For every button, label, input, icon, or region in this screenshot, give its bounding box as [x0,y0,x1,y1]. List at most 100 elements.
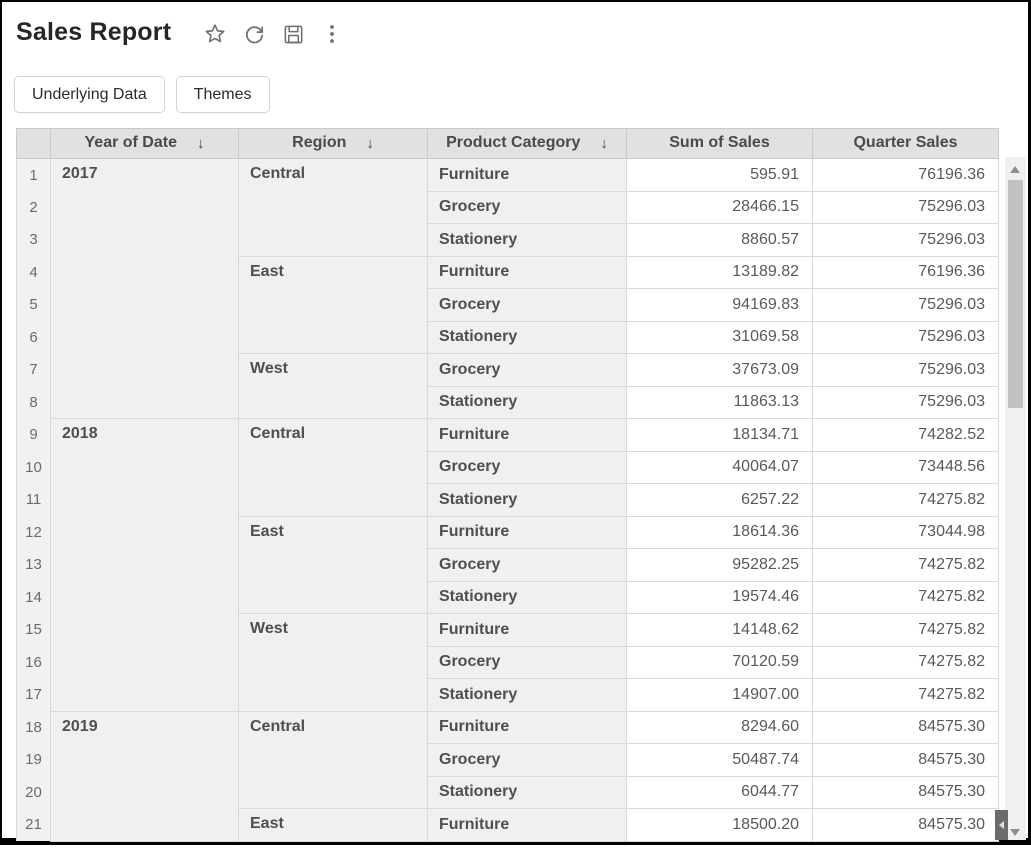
sum-of-sales-cell: 19574.46 [627,581,813,614]
sum-of-sales-cell: 8860.57 [627,224,813,257]
product-category-cell: Furniture [428,711,627,744]
sum-of-sales-cell: 13189.82 [627,256,813,289]
quarter-sales-cell: 75296.03 [813,289,999,322]
row-number-cell: 6 [17,321,51,354]
sum-of-sales-cell: 94169.83 [627,289,813,322]
table-header: Year of Date ↓ Region ↓ Product Category ↓ Sum… [17,129,999,159]
horizontal-scroll-left-button[interactable] [995,810,1008,840]
product-category-cell: Grocery [428,289,627,322]
sum-of-sales-cell: 50487.74 [627,744,813,777]
quarter-sales-cell: 74282.52 [813,419,999,452]
region-cell: Central [239,419,428,517]
quarter-sales-cell: 75296.03 [813,191,999,224]
sum-of-sales-cell: 18500.20 [627,809,813,842]
quarter-sales-cell: 75296.03 [813,386,999,419]
region-cell: East [239,256,428,354]
quarter-sales-cell: 75296.03 [813,354,999,387]
row-number-cell: 11 [17,484,51,517]
column-header-quarter-sales[interactable]: Quarter Sales [813,129,999,159]
quarter-sales-cell: 75296.03 [813,224,999,257]
quarter-sales-cell: 75296.03 [813,321,999,354]
row-number-cell: 1 [17,159,51,192]
product-category-cell: Stationery [428,484,627,517]
table-row: 12017CentralFurniture595.9176196.36 [17,159,999,192]
column-header-label: Product Category [446,134,580,151]
row-number-cell: 13 [17,549,51,582]
title-bar: Sales Report [16,18,344,47]
row-number-cell: 19 [17,744,51,777]
vertical-scrollbar-thumb[interactable] [1008,180,1023,408]
region-cell: Central [239,711,428,809]
data-table: Year of Date ↓ Region ↓ Product Category ↓ Sum… [16,128,999,842]
sort-desc-icon: ↓ [197,135,205,152]
sum-of-sales-cell: 95282.25 [627,549,813,582]
sum-of-sales-cell: 18614.36 [627,516,813,549]
row-number-cell: 14 [17,581,51,614]
star-icon[interactable] [203,22,227,46]
product-category-cell: Stationery [428,321,627,354]
product-category-cell: Stationery [428,679,627,712]
title-action-icons [203,22,344,46]
region-cell: West [239,614,428,712]
sum-of-sales-cell: 37673.09 [627,354,813,387]
product-category-cell: Furniture [428,419,627,452]
row-number-cell: 21 [17,809,51,842]
column-header-label: Sum of Sales [669,134,769,151]
quarter-sales-cell: 84575.30 [813,711,999,744]
product-category-cell: Furniture [428,614,627,647]
row-number-cell: 9 [17,419,51,452]
table-container: Year of Date ↓ Region ↓ Product Category ↓ Sum… [16,128,999,842]
sum-of-sales-cell: 28466.15 [627,191,813,224]
refresh-icon[interactable] [242,22,266,46]
sort-desc-icon: ↓ [366,135,374,152]
region-cell: Central [239,159,428,257]
region-cell: East [239,516,428,614]
sum-of-sales-cell: 14907.00 [627,679,813,712]
sum-of-sales-cell: 11863.13 [627,386,813,419]
product-category-cell: Stationery [428,224,627,257]
quarter-sales-cell: 73044.98 [813,516,999,549]
row-number-cell: 17 [17,679,51,712]
region-cell: West [239,354,428,419]
row-number-cell: 4 [17,256,51,289]
scroll-up-arrow-icon[interactable] [1010,166,1020,173]
column-header-product-category[interactable]: Product Category ↓ [428,129,627,159]
product-category-cell: Furniture [428,256,627,289]
sum-of-sales-cell: 595.91 [627,159,813,192]
product-category-cell: Grocery [428,354,627,387]
row-number-cell: 8 [17,386,51,419]
quarter-sales-cell: 74275.82 [813,614,999,647]
themes-button[interactable]: Themes [176,76,270,113]
kebab-menu-icon[interactable] [320,22,344,46]
quarter-sales-cell: 84575.30 [813,776,999,809]
product-category-cell: Furniture [428,159,627,192]
sort-desc-icon: ↓ [600,135,608,152]
year-cell: 2018 [51,419,239,712]
table-row: 182019CentralFurniture8294.6084575.30 [17,711,999,744]
row-number-cell: 10 [17,451,51,484]
quarter-sales-cell: 74275.82 [813,549,999,582]
column-header-label: Region [292,134,346,151]
save-icon[interactable] [281,22,305,46]
column-header-year-of-date[interactable]: Year of Date ↓ [51,129,239,159]
product-category-cell: Furniture [428,809,627,842]
product-category-cell: Grocery [428,646,627,679]
row-number-cell: 5 [17,289,51,322]
product-category-cell: Grocery [428,744,627,777]
column-header-sum-of-sales[interactable]: Sum of Sales [627,129,813,159]
quarter-sales-cell: 84575.30 [813,744,999,777]
column-header-region[interactable]: Region ↓ [239,129,428,159]
quarter-sales-cell: 76196.36 [813,256,999,289]
sum-of-sales-cell: 31069.58 [627,321,813,354]
column-header-label: Year of Date [85,134,177,151]
row-number-cell: 18 [17,711,51,744]
quarter-sales-cell: 74275.82 [813,679,999,712]
row-number-cell: 2 [17,191,51,224]
scroll-down-arrow-icon[interactable] [1010,829,1020,836]
sum-of-sales-cell: 6044.77 [627,776,813,809]
quarter-sales-cell: 73448.56 [813,451,999,484]
table-body: 12017CentralFurniture595.9176196.362 Groc… [17,159,999,842]
sum-of-sales-cell: 6257.22 [627,484,813,517]
quarter-sales-cell: 74275.82 [813,581,999,614]
underlying-data-button[interactable]: Underlying Data [14,76,165,113]
